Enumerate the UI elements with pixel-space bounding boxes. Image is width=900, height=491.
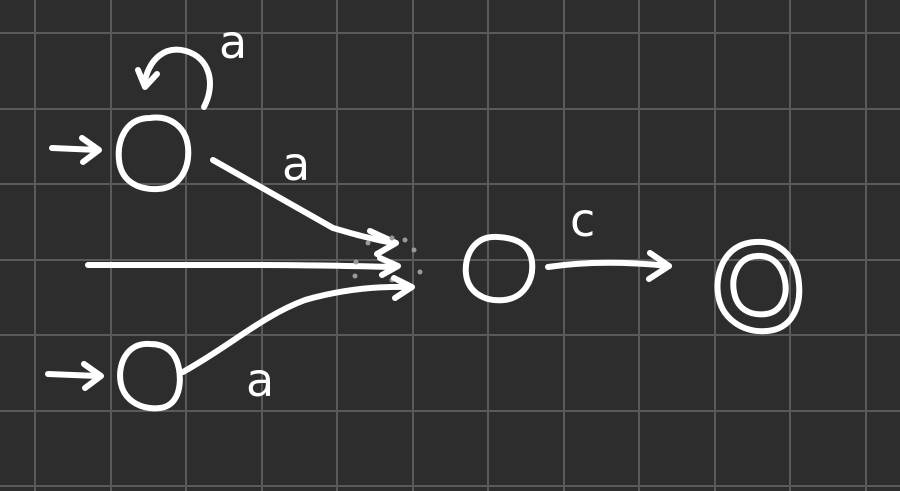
label-top-edge: a: [282, 137, 310, 191]
initial-arrow-top: [49, 135, 102, 165]
eraser-marks: [352, 235, 423, 291]
self-loop-top: [135, 46, 213, 110]
label-bottom-edge: a: [246, 353, 274, 407]
label-middle-edge: c: [570, 193, 595, 247]
edge-horizontal-to-middle: [85, 255, 401, 278]
edge-bottom-to-middle: [180, 275, 415, 375]
edge-top-to-middle: [210, 157, 399, 257]
state-middle: [462, 233, 536, 304]
initial-arrow-bottom: [45, 361, 104, 391]
label-self-loop: a: [219, 15, 247, 69]
state-bottom: [117, 340, 183, 412]
state-top: [115, 114, 192, 193]
edge-middle-to-final: [545, 250, 672, 282]
state-final: [714, 238, 803, 335]
